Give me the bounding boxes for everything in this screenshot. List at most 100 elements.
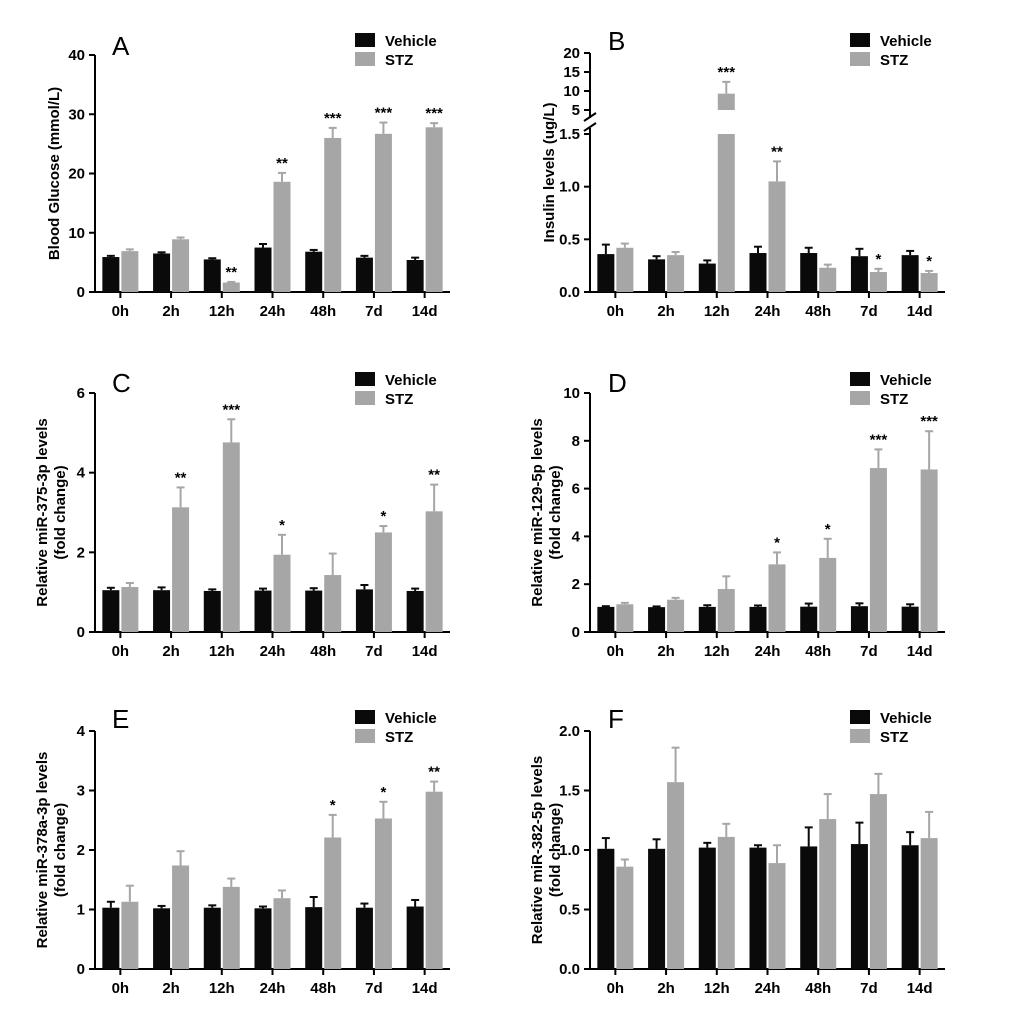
y-tick-label: 20 bbox=[563, 45, 580, 62]
stz-bar bbox=[616, 247, 634, 292]
x-tick-label: 14d bbox=[412, 980, 438, 997]
x-tick-label: 7d bbox=[860, 980, 878, 997]
significance-marker: ** bbox=[428, 764, 440, 781]
y-tick-label: 0.5 bbox=[559, 231, 580, 248]
stz-bar bbox=[667, 782, 685, 969]
vehicle-bar bbox=[901, 845, 919, 969]
stz-bar bbox=[324, 837, 342, 969]
y-axis-label-2: (fold change) bbox=[52, 465, 69, 559]
y-tick-label: 10 bbox=[68, 225, 85, 242]
y-tick-label: 4 bbox=[77, 723, 86, 740]
y-tick-label: 3 bbox=[77, 783, 85, 800]
panel-letter: C bbox=[112, 368, 131, 398]
stz-bar bbox=[324, 575, 342, 632]
vehicle-bar bbox=[901, 606, 919, 632]
vehicle-bar bbox=[406, 590, 424, 632]
x-tick-label: 24h bbox=[260, 303, 286, 320]
x-tick-label: 12h bbox=[209, 303, 235, 320]
x-tick-label: 7d bbox=[860, 643, 878, 660]
x-tick-label: 12h bbox=[704, 980, 730, 997]
stz-bar bbox=[819, 267, 837, 292]
stz-bar bbox=[920, 838, 938, 969]
stz-bar bbox=[667, 255, 685, 292]
stz-bar bbox=[374, 818, 392, 969]
stz-bar bbox=[172, 239, 190, 292]
stz-bar bbox=[869, 271, 887, 292]
panel-letter: D bbox=[608, 368, 627, 398]
y-tick-label: 10 bbox=[563, 83, 580, 100]
x-tick-label: 2h bbox=[162, 303, 180, 320]
significance-marker: ** bbox=[771, 143, 783, 160]
legend-label-vehicle: Vehicle bbox=[385, 372, 437, 389]
vehicle-bar bbox=[800, 846, 818, 969]
y-tick-label: 1.0 bbox=[559, 842, 580, 859]
stz-bar bbox=[425, 511, 443, 632]
x-tick-label: 7d bbox=[860, 303, 878, 320]
y-tick-label: 8 bbox=[572, 433, 580, 450]
vehicle-bar bbox=[597, 848, 615, 969]
y-tick-label: 10 bbox=[563, 385, 580, 402]
vehicle-bar bbox=[698, 847, 716, 969]
significance-marker: * bbox=[774, 534, 780, 551]
stz-bar bbox=[768, 863, 786, 969]
x-tick-label: 48h bbox=[310, 303, 336, 320]
vehicle-bar bbox=[850, 256, 868, 292]
panel-letter: F bbox=[608, 704, 624, 734]
legend-label-stz: STZ bbox=[880, 52, 908, 69]
stz-bar bbox=[374, 133, 392, 292]
stz-bar bbox=[717, 93, 735, 110]
legend-swatch-vehicle bbox=[850, 372, 870, 386]
x-tick-label: 2h bbox=[162, 980, 180, 997]
y-tick-label: 0.0 bbox=[559, 961, 580, 978]
x-tick-label: 0h bbox=[607, 643, 625, 660]
stz-bar bbox=[222, 442, 240, 632]
x-tick-label: 0h bbox=[607, 980, 625, 997]
vehicle-bar bbox=[406, 906, 424, 969]
x-tick-label: 2h bbox=[162, 643, 180, 660]
vehicle-bar bbox=[305, 251, 323, 292]
x-tick-label: 7d bbox=[365, 303, 383, 320]
significance-marker: *** bbox=[718, 64, 736, 81]
vehicle-bar bbox=[254, 247, 272, 292]
vehicle-bar bbox=[355, 257, 373, 292]
x-tick-label: 48h bbox=[310, 980, 336, 997]
stz-bar bbox=[616, 866, 634, 969]
x-tick-label: 12h bbox=[209, 643, 235, 660]
legend-label-stz: STZ bbox=[385, 391, 413, 408]
stz-bar bbox=[273, 181, 291, 292]
y-axis-label-2: (fold change) bbox=[547, 465, 564, 559]
significance-marker: ** bbox=[175, 469, 187, 486]
vehicle-bar bbox=[648, 848, 666, 969]
significance-marker: * bbox=[279, 517, 285, 534]
x-tick-label: 14d bbox=[412, 303, 438, 320]
y-tick-label: 0.5 bbox=[559, 902, 580, 919]
y-tick-label: 5 bbox=[572, 102, 580, 119]
vehicle-bar bbox=[800, 253, 818, 292]
x-tick-label: 12h bbox=[209, 980, 235, 997]
y-tick-label: 20 bbox=[68, 166, 85, 183]
y-tick-label: 1.5 bbox=[559, 126, 580, 143]
y-tick-label: 2 bbox=[77, 544, 85, 561]
vehicle-bar bbox=[355, 907, 373, 969]
vehicle-bar bbox=[597, 606, 615, 632]
vehicle-bar bbox=[305, 907, 323, 969]
vehicle-bar bbox=[850, 844, 868, 969]
vehicle-bar bbox=[102, 257, 120, 292]
panel-letter: B bbox=[608, 26, 625, 56]
y-axis-label: Relative miR-378a-3p levels bbox=[34, 752, 51, 949]
legend-label-vehicle: Vehicle bbox=[880, 33, 932, 50]
significance-marker: * bbox=[825, 521, 831, 538]
stz-bar bbox=[819, 557, 837, 632]
panel-letter: A bbox=[112, 31, 130, 61]
y-axis-label: Relative miR-382-5p levels bbox=[529, 756, 546, 944]
legend-label-vehicle: Vehicle bbox=[880, 372, 932, 389]
vehicle-bar bbox=[901, 255, 919, 292]
significance-marker: ** bbox=[276, 155, 288, 172]
x-tick-label: 24h bbox=[755, 303, 781, 320]
significance-marker: *** bbox=[375, 105, 393, 122]
legend-label-vehicle: Vehicle bbox=[385, 33, 437, 50]
